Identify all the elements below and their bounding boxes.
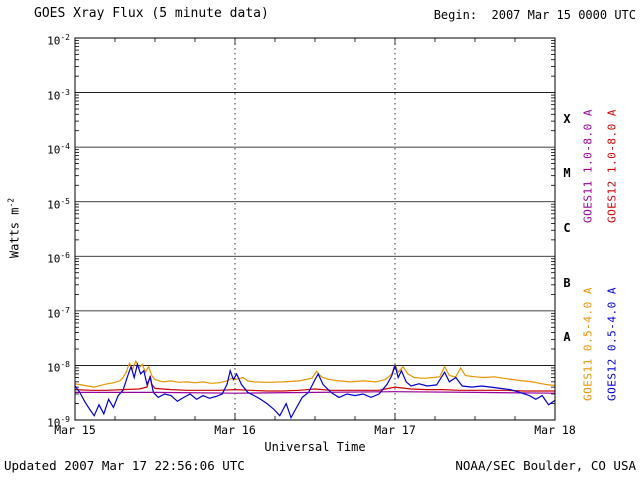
page-title: GOES Xray Flux (5 minute data) [34, 6, 269, 21]
y-tick-label: 10-7 [47, 305, 70, 321]
legend-goes11-short: GOES11 0.5-4.0 A [581, 287, 595, 401]
class-letter-M: M [563, 166, 571, 181]
series-line-0 [75, 391, 555, 394]
y-axis-label-base: Watts m [7, 207, 22, 259]
y-axis-label-exponent: -2 [6, 197, 16, 208]
y-tick-label: 10-4 [47, 142, 70, 157]
y-tick-label: 10-8 [47, 360, 70, 376]
updated-timestamp: Updated 2007 Mar 17 22:56:06 UTC [4, 458, 245, 473]
legend-goes12-short: GOES12 0.5-4.0 A [605, 287, 619, 401]
x-axis-label: Universal Time [264, 440, 366, 454]
class-letter-B: B [563, 275, 571, 290]
x-tick-label: Mar 18 [534, 423, 576, 437]
x-tick-label: Mar 17 [374, 423, 416, 437]
y-axis-label: Watts m-2 [7, 198, 22, 258]
y-tick-label: 10-3 [47, 87, 70, 103]
y-tick-label: 10-6 [47, 251, 70, 266]
series-line-2 [75, 359, 555, 388]
x-tick-label: Mar 16 [214, 423, 256, 437]
legend-goes12-long: GOES12 1.0-8.0 A [605, 109, 619, 223]
series-line-3 [75, 362, 555, 420]
class-letter-A: A [563, 330, 571, 345]
plot-border [74, 37, 556, 421]
class-letter-C: C [563, 221, 571, 235]
y-tick-label: 10-5 [47, 196, 70, 212]
class-letter-X: X [563, 111, 571, 126]
y-tick-label: 10-9 [47, 415, 70, 430]
x-tick-label: Mar 15 [54, 423, 96, 437]
y-tick-label: 10-2 [47, 33, 70, 48]
begin-timestamp: Begin: 2007 Mar 15 0000 UTC [433, 8, 636, 22]
source-attribution: NOAA/SEC Boulder, CO USA [455, 458, 636, 473]
legend-goes11-long: GOES11 1.0-8.0 A [581, 109, 595, 223]
